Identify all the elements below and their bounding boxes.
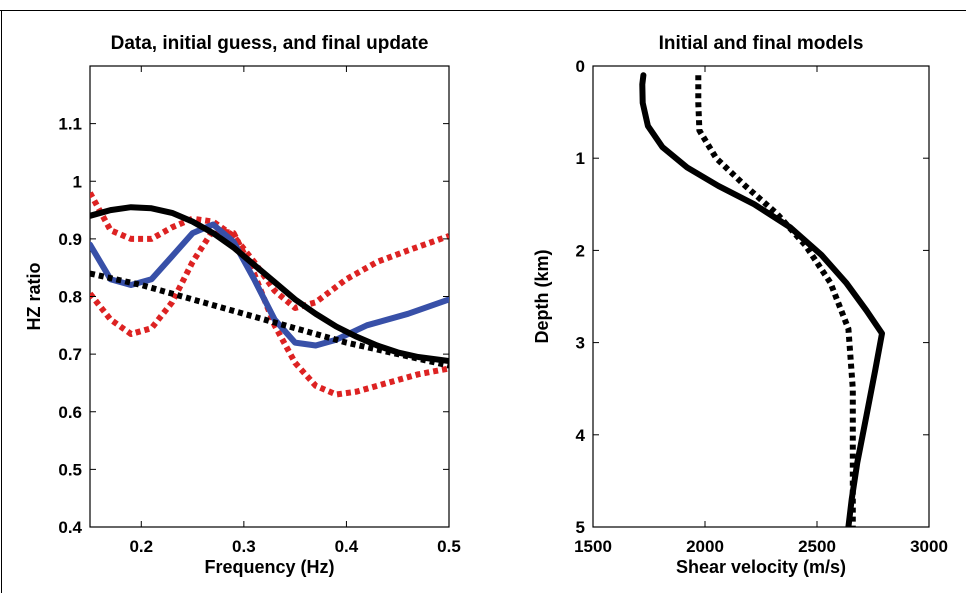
y-tick-label: 3 <box>576 334 585 353</box>
chart-title: Data, initial guess, and final update <box>111 33 429 54</box>
y-tick-label: 0.5 <box>58 460 82 479</box>
y-tick-label: 2 <box>576 241 585 260</box>
y-tick-label: 4 <box>576 426 586 445</box>
x-axis-label: Shear velocity (m/s) <box>676 557 846 577</box>
y-tick-label: 0.7 <box>58 345 82 364</box>
y-tick-label: 1 <box>73 172 82 191</box>
series-line-0 <box>639 72 885 527</box>
y-tick-label: 0.6 <box>58 403 82 422</box>
series-line-4 <box>90 270 449 369</box>
x-tick-label: 3000 <box>910 537 948 556</box>
series-line-1 <box>695 75 856 527</box>
x-tick-label: 2000 <box>686 537 724 556</box>
x-axis-label: Frequency (Hz) <box>204 557 334 577</box>
x-tick-label: 1500 <box>574 537 612 556</box>
y-tick-label: 1 <box>576 149 585 168</box>
y-tick-label: 5 <box>576 518 585 537</box>
y-tick-label: 0.8 <box>58 288 82 307</box>
right-chart: 1500 2000 2500 3000 0 1 2 3 4 5 Initial and final … <box>532 33 948 577</box>
y-tick-label: 0 <box>576 57 585 76</box>
y-axis-label: Depth (km) <box>532 249 552 343</box>
y-tick-label: 1.1 <box>58 115 82 134</box>
y-tick-label: 0.9 <box>58 230 82 249</box>
left-chart: 0.2 0.3 0.4 0.5 0.4 0.5 0.6 0.7 0.8 0.9 1 1.1 Data, … <box>24 33 461 577</box>
x-tick-label: 2500 <box>798 537 836 556</box>
x-tick-label: 0.4 <box>335 537 359 556</box>
y-axis-label: HZ ratio <box>24 262 44 330</box>
series-line-3 <box>90 204 449 364</box>
x-tick-label: 0.5 <box>437 537 461 556</box>
plot-area <box>592 65 930 528</box>
x-tick-label: 0.3 <box>232 537 256 556</box>
x-tick-label: 0.2 <box>129 537 153 556</box>
chart-title: Initial and final models <box>659 33 864 54</box>
y-tick-label: 0.4 <box>58 518 82 537</box>
